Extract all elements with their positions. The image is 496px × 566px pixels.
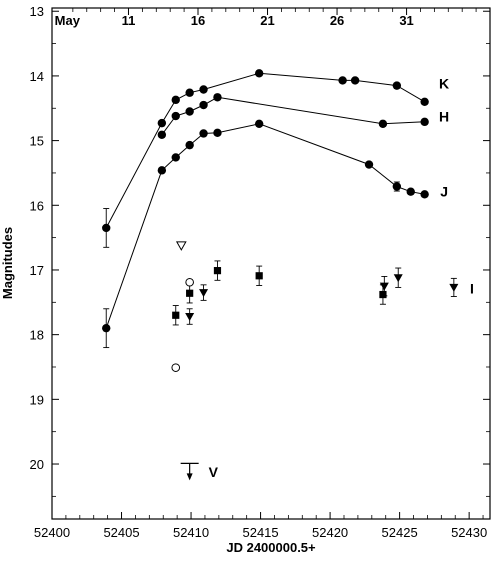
data-point-k [102, 223, 111, 233]
data-point-j [392, 182, 402, 191]
y-tick-label: 13 [30, 4, 44, 19]
y-tick-label: 19 [30, 392, 44, 407]
series-label-i: I [470, 281, 474, 297]
top-axis-tick-label: 21 [260, 13, 274, 28]
x-tick-label: 52410 [173, 525, 209, 540]
data-point-i [185, 313, 195, 322]
data-point-k [392, 81, 402, 90]
y-tick-label: 15 [30, 134, 44, 149]
x-tick-label: 52430 [451, 525, 487, 540]
x-tick-label: 52415 [242, 525, 278, 540]
data-point-h [213, 93, 222, 102]
data-point-k [350, 76, 360, 85]
data-point-k [157, 118, 167, 128]
plot-frame [51, 7, 491, 520]
data-point-j [254, 119, 264, 128]
data-point-i [199, 289, 209, 298]
series-label-v: V [209, 464, 219, 480]
axes-layer: 52400 52405 52410 52415 52420 52425 52430 13 14 1… [30, 4, 490, 540]
data-point-k [254, 69, 264, 78]
upper-limit-arrowhead [186, 473, 193, 481]
data-point-j [420, 190, 429, 199]
y-tick-label: 18 [30, 328, 44, 343]
data-point-j [102, 323, 111, 333]
data-point-series5 [175, 241, 187, 251]
data-point-i [449, 283, 459, 292]
data-point-h [420, 117, 429, 127]
data-point-k [171, 95, 180, 105]
data-point-j [406, 187, 415, 196]
series-label-h: H [439, 109, 449, 125]
data-point-h [171, 111, 180, 121]
data-point-series4 [255, 272, 263, 280]
x-tick-label: 52420 [312, 525, 348, 540]
data-point-k [420, 97, 429, 106]
top-axis-tick-label: 11 [122, 13, 136, 28]
y-tick-label: 14 [30, 69, 44, 84]
data-point-v [180, 462, 199, 481]
series-line-k [105, 72, 425, 229]
series-label-j: J [440, 184, 448, 200]
y-tick-label: 17 [30, 263, 44, 278]
series-label-k: K [439, 76, 449, 92]
data-point-series4 [186, 289, 194, 297]
data-point-h [185, 107, 194, 116]
x-axis-label: JD 2400000.5+ [226, 540, 316, 555]
data-point-j [199, 129, 208, 138]
x-tick-label: 52405 [103, 525, 139, 540]
data-point-k [185, 88, 194, 97]
data-point-k [338, 76, 347, 85]
top-axis-month-label: May [55, 13, 81, 28]
series-labels-layer: K H J I V [209, 76, 474, 480]
data-point-series4 [172, 311, 180, 319]
data-point-series4 [379, 290, 387, 299]
data-point-j [185, 140, 194, 150]
data-point-j [213, 128, 222, 138]
data-point-h [157, 130, 167, 139]
data-point-j [157, 166, 167, 175]
top-axis-tick-label: 26 [330, 13, 344, 28]
data-point-series6 [171, 363, 181, 372]
data-point-i [393, 274, 403, 283]
data-point-j [171, 153, 180, 162]
x-tick-label: 52400 [34, 525, 70, 540]
data-points-layer [102, 69, 459, 481]
data-point-j [364, 160, 374, 169]
y-axis-label: Magnitudes [0, 227, 15, 299]
data-point-series4 [213, 267, 222, 275]
y-tick-label: 16 [30, 198, 44, 213]
data-point-series6 [185, 277, 194, 287]
data-point-h [199, 100, 208, 110]
y-tick-label: 20 [30, 457, 44, 472]
data-point-h [378, 119, 388, 128]
x-tick-label: 52425 [382, 525, 418, 540]
top-axis-tick-label: 31 [399, 13, 413, 28]
data-point-k [199, 85, 208, 94]
top-axis-tick-label: 16 [191, 13, 205, 28]
